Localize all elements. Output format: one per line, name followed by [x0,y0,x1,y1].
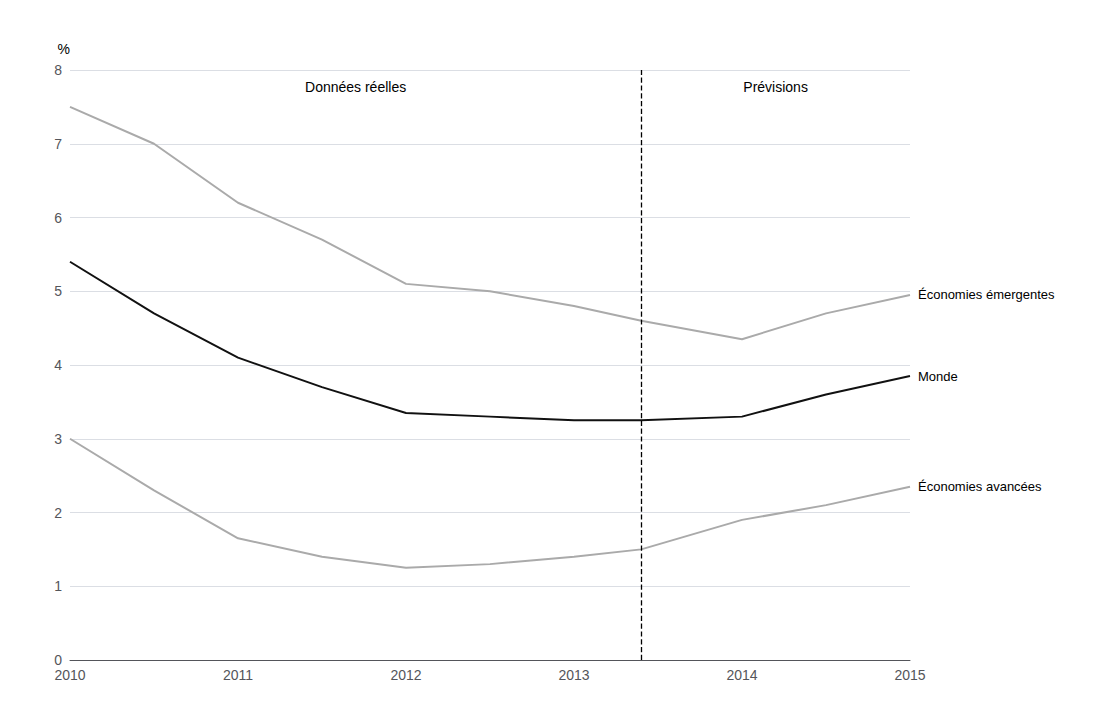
svg-text:8: 8 [54,62,62,78]
svg-text:2015: 2015 [894,667,925,683]
svg-text:0: 0 [54,652,62,668]
svg-text:7: 7 [54,136,62,152]
svg-text:4: 4 [54,357,62,373]
svg-text:Données réelles: Données réelles [305,79,406,95]
svg-text:2013: 2013 [558,667,589,683]
svg-text:2: 2 [54,505,62,521]
svg-text:3: 3 [54,431,62,447]
svg-text:2010: 2010 [54,667,85,683]
svg-text:Monde: Monde [918,369,958,384]
svg-text:2011: 2011 [223,667,253,683]
svg-text:1: 1 [54,578,62,594]
svg-text:2012: 2012 [390,667,421,683]
svg-text:Prévisions: Prévisions [743,79,808,95]
svg-text:Économies émergentes: Économies émergentes [918,287,1055,302]
svg-text:%: % [58,41,70,57]
svg-text:Économies avancées: Économies avancées [918,479,1042,494]
svg-text:5: 5 [54,283,62,299]
svg-text:2014: 2014 [726,667,757,683]
svg-text:6: 6 [54,210,62,226]
